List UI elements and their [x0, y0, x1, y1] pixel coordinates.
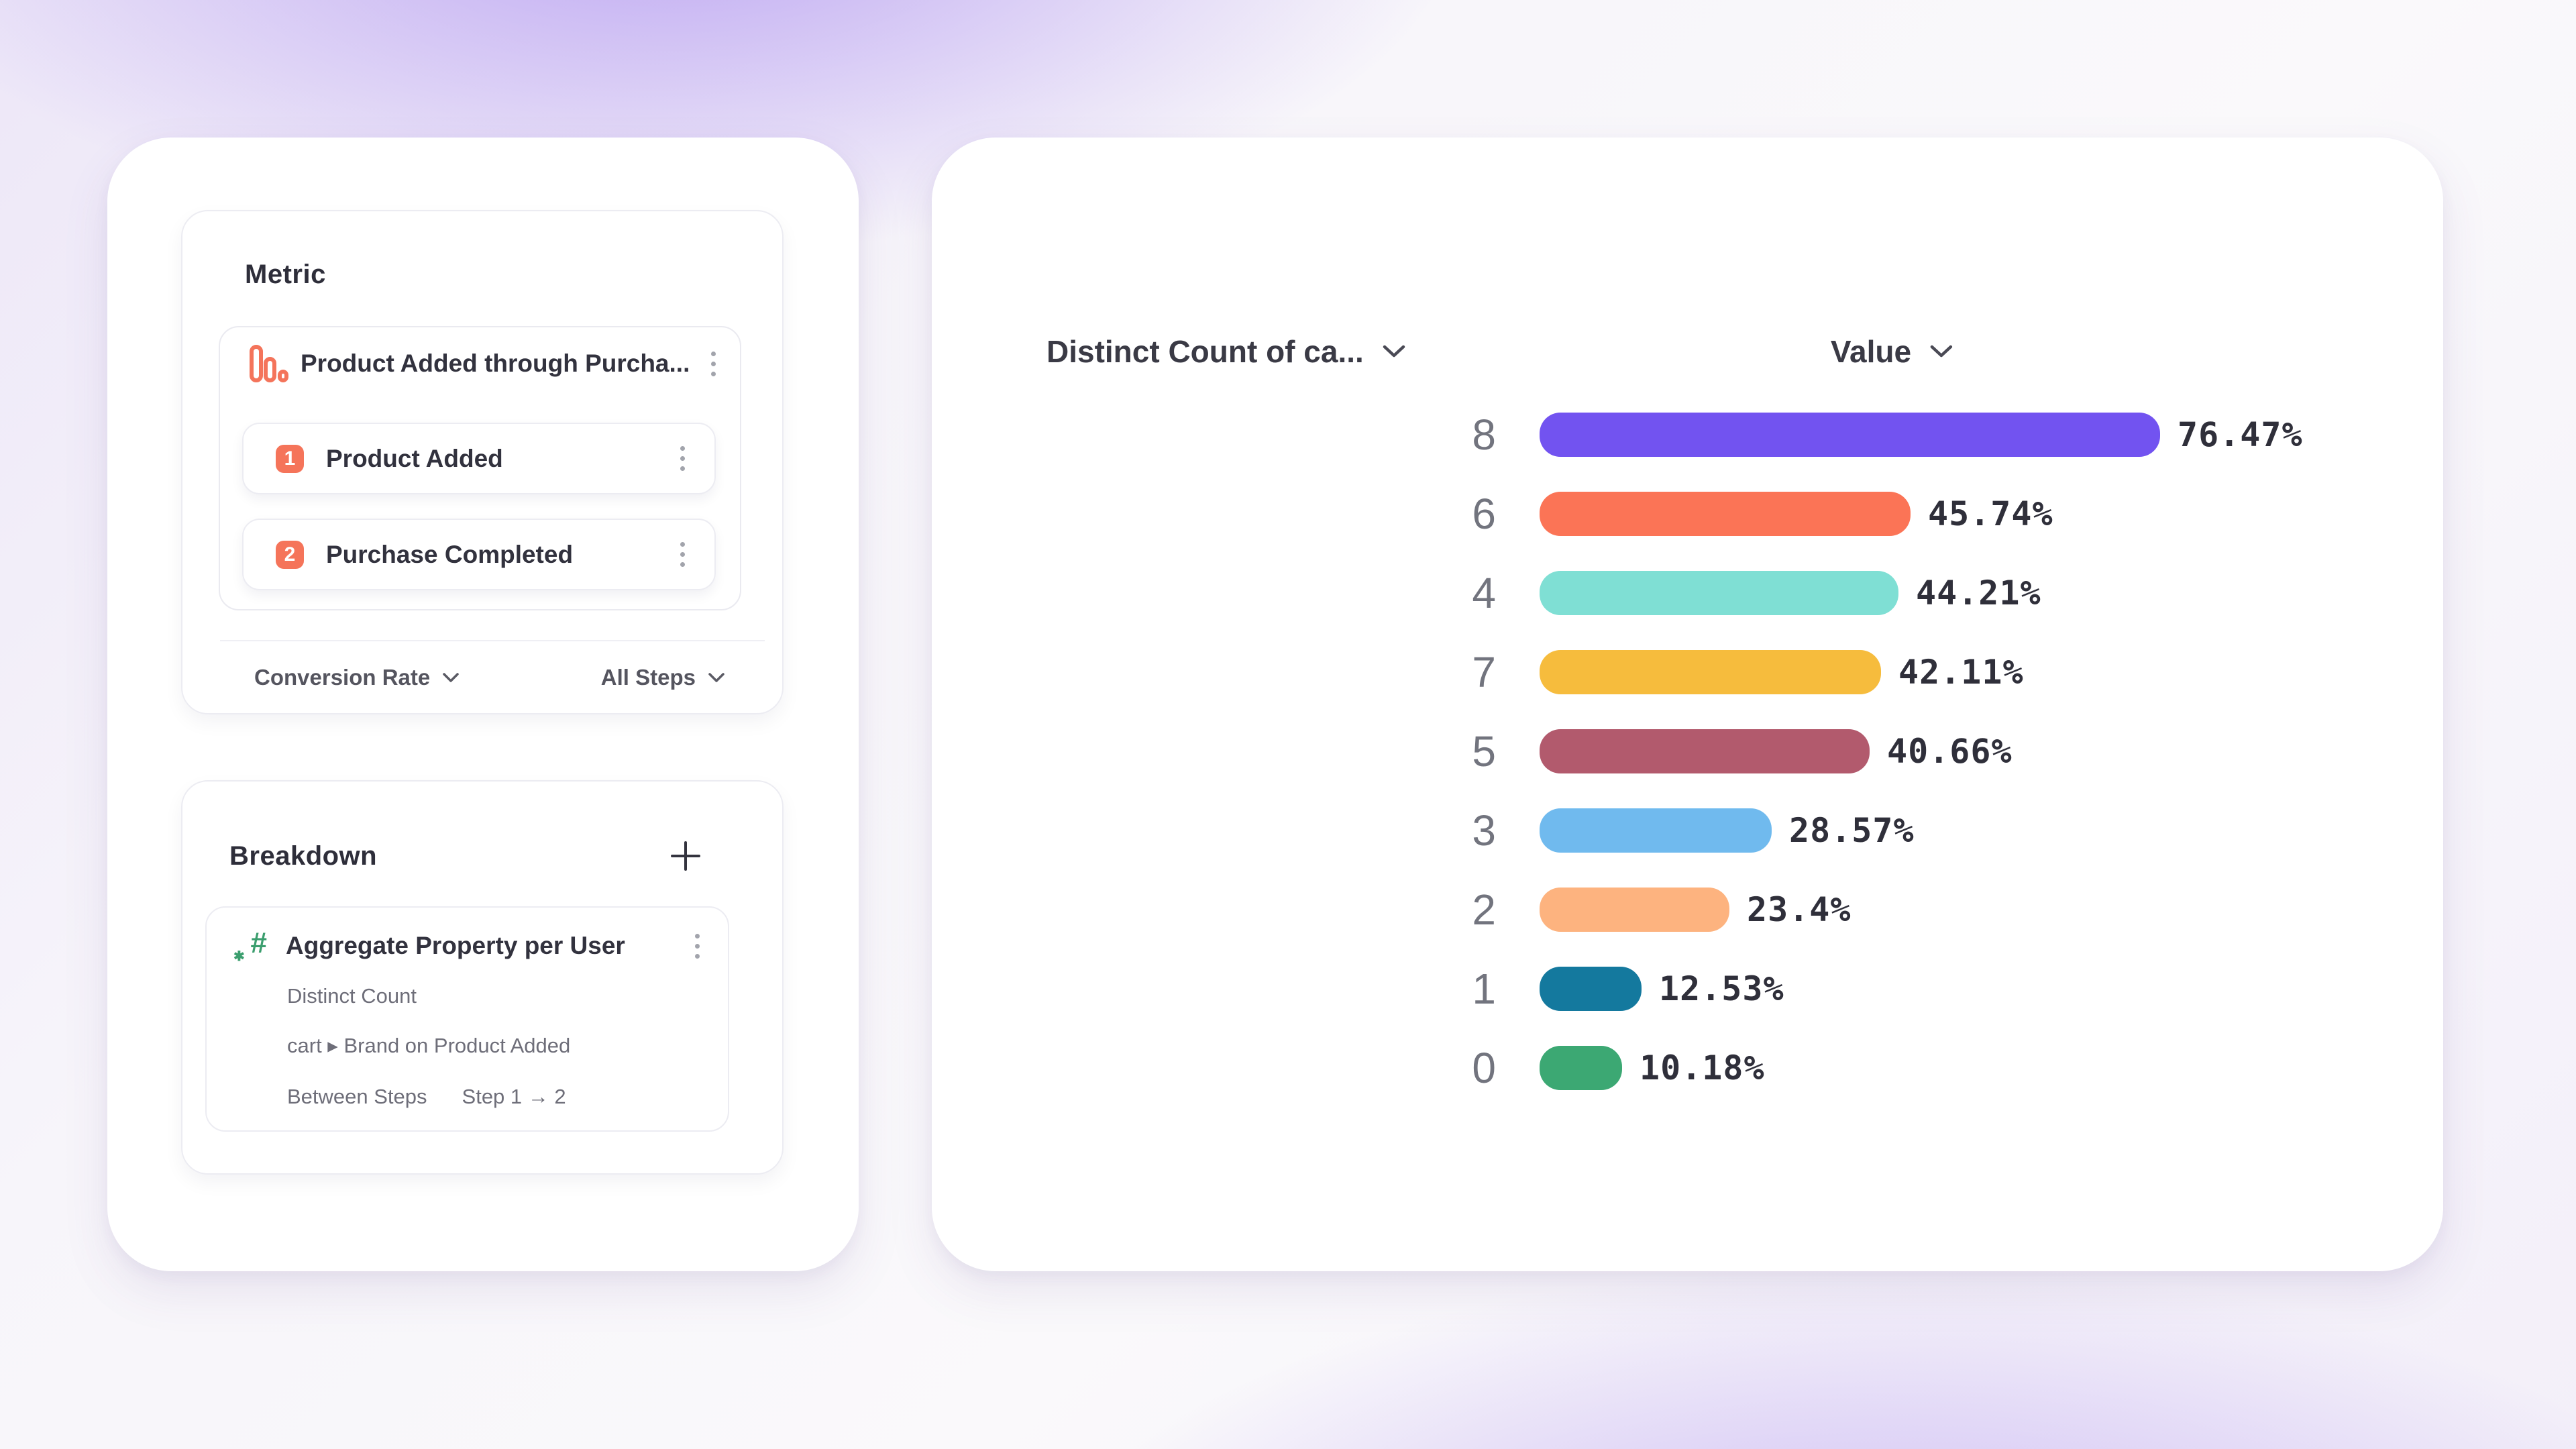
step-number-badge: 1 — [276, 444, 304, 473]
add-breakdown-button[interactable] — [670, 841, 701, 871]
funnel-step-2[interactable]: 2 Purchase Completed — [242, 519, 716, 590]
breakdown-item[interactable]: # ✱ Aggregate Property per User Distinct … — [205, 906, 729, 1132]
category-label: 3 — [1472, 806, 1496, 855]
bar[interactable] — [1540, 1046, 1622, 1090]
category-label: 6 — [1472, 490, 1496, 538]
breakdown-item-header: # ✱ Aggregate Property per User — [233, 926, 705, 965]
metric-section-title: Metric — [245, 260, 326, 289]
bar-chart-row: 3 28.57% — [932, 791, 2443, 870]
value-label: 45.74% — [1928, 494, 2053, 533]
breakdown-property: cart ▸ Brand on Product Added — [287, 1034, 571, 1057]
metric-footer-divider — [220, 640, 765, 641]
bar[interactable] — [1540, 413, 2160, 457]
bar-chart-row: 7 42.11% — [932, 633, 2443, 712]
breakdown-section-title: Breakdown — [229, 841, 378, 871]
metric-card: Metric Product Added through Purcha... 1 — [181, 210, 784, 714]
bar[interactable] — [1540, 729, 1870, 773]
value-label: 12.53% — [1659, 969, 1784, 1008]
query-panel: Metric Product Added through Purcha... 1 — [107, 138, 859, 1271]
bar-chart-row: 8 76.47% — [932, 395, 2443, 474]
chevron-down-icon — [1930, 345, 1953, 358]
bar[interactable] — [1540, 650, 1881, 694]
category-column-header: Distinct Count of ca... — [1046, 334, 1364, 369]
kebab-menu-icon[interactable] — [675, 535, 690, 574]
category-column-header-dropdown[interactable]: Distinct Count of ca... — [1046, 333, 1405, 370]
category-label: 5 — [1472, 727, 1496, 775]
conversion-rate-dropdown[interactable]: Conversion Rate — [254, 665, 460, 690]
chart-panel: Distinct Count of ca... Value 8 76.47% 6… — [932, 138, 2443, 1271]
funnel-event-group: Product Added through Purcha... 1 Produc… — [219, 326, 741, 610]
between-steps-value: Step 1 → 2 — [462, 1085, 566, 1108]
breakdown-aggregation: Distinct Count — [287, 984, 417, 1008]
kebab-menu-icon[interactable] — [690, 927, 705, 965]
category-label: 1 — [1472, 965, 1496, 1013]
between-steps-label: Between Steps — [287, 1085, 427, 1108]
category-label: 4 — [1472, 569, 1496, 617]
chevron-down-icon — [1383, 345, 1405, 358]
bar-chart-row: 5 40.66% — [932, 712, 2443, 791]
value-column-header-dropdown[interactable]: Value — [1831, 333, 1953, 370]
bar[interactable] — [1540, 888, 1729, 932]
bar-chart-row: 2 23.4% — [932, 870, 2443, 949]
kebab-menu-icon[interactable] — [706, 345, 721, 383]
step-number-badge: 2 — [276, 540, 304, 569]
bar-chart: 8 76.47% 6 45.74% 4 44.21% 7 42.11% — [932, 395, 2443, 1108]
bar[interactable] — [1540, 808, 1772, 853]
step-label: Product Added — [326, 444, 503, 472]
breakdown-item-title: Aggregate Property per User — [286, 932, 625, 959]
value-column-header: Value — [1830, 334, 1912, 369]
bar[interactable] — [1540, 571, 1898, 615]
funnel-step-1[interactable]: 1 Product Added — [242, 423, 716, 494]
chevron-down-icon — [708, 672, 725, 683]
value-label: 40.66% — [1887, 732, 2012, 771]
bar-chart-row: 4 44.21% — [932, 553, 2443, 633]
category-label: 0 — [1472, 1044, 1496, 1092]
bar-chart-row: 0 10.18% — [932, 1028, 2443, 1108]
bar[interactable] — [1540, 492, 1911, 536]
all-steps-label: All Steps — [600, 664, 696, 690]
conversion-rate-label: Conversion Rate — [254, 664, 431, 690]
value-label: 10.18% — [1640, 1049, 1765, 1087]
value-label: 44.21% — [1916, 574, 2041, 612]
metric-footer: Conversion Rate All Steps — [182, 641, 782, 713]
value-label: 23.4% — [1747, 890, 1851, 929]
breakdown-card: Breakdown # ✱ Aggregate Property per User… — [181, 780, 784, 1175]
category-label: 7 — [1472, 648, 1496, 696]
bar-chart-row: 6 45.74% — [932, 474, 2443, 553]
value-label: 76.47% — [2178, 415, 2303, 454]
bar-chart-row: 1 12.53% — [932, 949, 2443, 1028]
chevron-down-icon — [442, 672, 460, 683]
kebab-menu-icon[interactable] — [675, 439, 690, 478]
step-label: Purchase Completed — [326, 540, 574, 568]
category-label: 2 — [1472, 885, 1496, 934]
breakdown-header: Breakdown — [229, 841, 701, 871]
all-steps-dropdown[interactable]: All Steps — [601, 665, 725, 690]
value-label: 28.57% — [1789, 811, 1915, 850]
value-label: 42.11% — [1898, 653, 2024, 692]
category-label: 8 — [1472, 411, 1496, 459]
bar[interactable] — [1540, 967, 1642, 1011]
funnel-chart-icon — [250, 345, 288, 382]
breakdown-between-steps: Between Steps Step 1 → 2 — [287, 1085, 566, 1109]
aggregate-property-icon: # ✱ — [233, 926, 267, 964]
funnel-event-row[interactable]: Product Added through Purcha... — [250, 339, 721, 388]
funnel-event-title: Product Added through Purcha... — [301, 350, 690, 377]
